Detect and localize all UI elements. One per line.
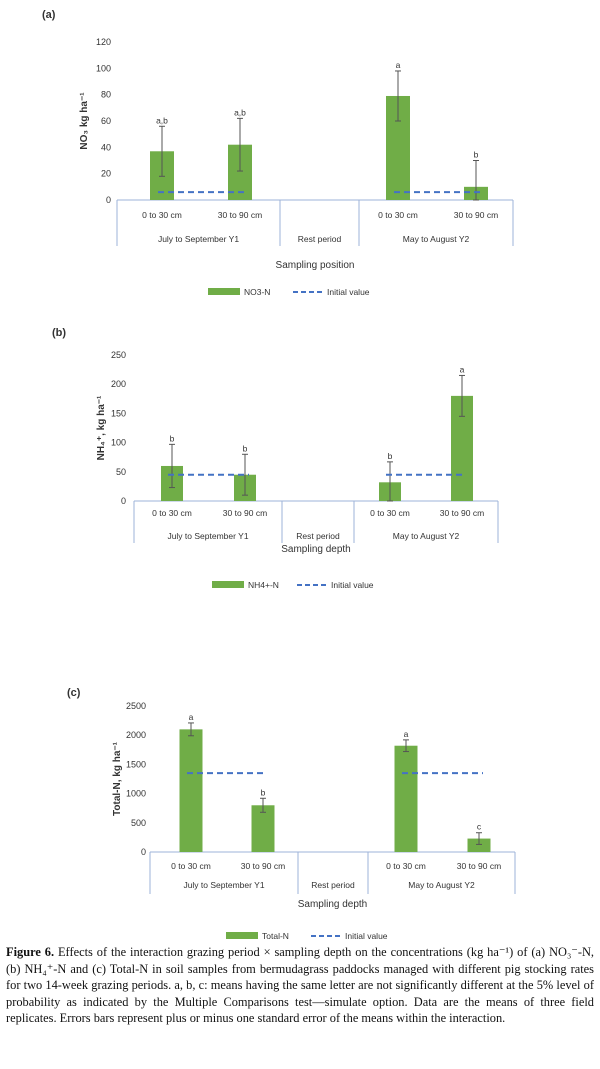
x-tick-label: 30 to 90 cm <box>218 210 262 220</box>
y-tick-label: 60 <box>101 116 111 126</box>
x-tick-label: 30 to 90 cm <box>223 508 267 518</box>
x-tick-label: 30 to 90 cm <box>440 508 484 518</box>
y-tick-label: 0 <box>121 496 126 506</box>
significance-letter: a <box>189 712 194 722</box>
chart-a: (a) 0 20 40 60 80 100 120 NO₃ kg ha⁻¹ a,b a,b a b 0 t… <box>42 9 514 297</box>
y-tick-label: 1000 <box>126 789 146 799</box>
group-label: July to September Y1 <box>183 880 264 890</box>
y-tick-label: 100 <box>96 63 111 73</box>
y-tick-label: 2000 <box>126 730 146 740</box>
panel-label: (a) <box>42 9 56 21</box>
significance-letter: a <box>396 60 401 70</box>
significance-letter: b <box>474 150 479 160</box>
group-label: July to September Y1 <box>158 234 239 244</box>
group-label: May to August Y2 <box>403 234 470 244</box>
significance-letter: a,b <box>156 115 168 125</box>
legend-label-series: NO3-N <box>244 287 270 297</box>
bar <box>179 729 203 852</box>
y-tick-label: 250 <box>111 350 126 360</box>
y-tick-label: 20 <box>101 169 111 179</box>
group-label: May to August Y2 <box>408 880 475 890</box>
y-tick-label: 0 <box>106 195 111 205</box>
group-label: July to September Y1 <box>167 531 248 541</box>
chart-c: (c) 0 500 1000 1500 2000 2500 Total-N, kg ha⁻¹ a… <box>67 687 516 940</box>
y-axis-label: Total-N, kg ha⁻¹ <box>112 741 123 816</box>
legend-label-initial: Initial value <box>327 287 370 297</box>
significance-letter: b <box>261 787 266 797</box>
caption-text: Effects of the interaction grazing perio… <box>6 945 594 1025</box>
y-tick-label: 40 <box>101 142 111 152</box>
x-axis-title: Sampling depth <box>298 899 368 910</box>
x-axis-title: Sampling position <box>276 260 355 271</box>
figure-caption: Figure 6. Effects of the interaction gra… <box>6 944 594 1027</box>
x-tick-label: 0 to 30 cm <box>378 210 418 220</box>
y-tick-label: 150 <box>111 408 126 418</box>
x-tick-label: 0 to 30 cm <box>386 861 426 871</box>
legend-label-initial: Initial value <box>345 931 388 940</box>
group-label: Rest period <box>298 234 342 244</box>
y-tick-label: 0 <box>141 847 146 857</box>
bar <box>394 745 418 852</box>
y-axis-label: NO₃ kg ha⁻¹ <box>79 92 90 150</box>
legend-swatch-bar <box>226 932 258 939</box>
significance-letter: a <box>404 729 409 739</box>
bar <box>467 838 491 852</box>
x-tick-label: 0 to 30 cm <box>152 508 192 518</box>
significance-letter: c <box>477 822 482 832</box>
group-label: Rest period <box>311 880 355 890</box>
y-tick-label: 500 <box>131 818 146 828</box>
significance-letter: b <box>170 433 175 443</box>
y-tick-label: 50 <box>116 467 126 477</box>
x-tick-label: 30 to 90 cm <box>457 861 501 871</box>
caption-label: Figure 6. <box>6 945 55 959</box>
panel-label: (c) <box>67 687 81 699</box>
y-axis-label: NH₄⁺, kg ha⁻¹ <box>96 395 107 460</box>
chart-b: (b) 0 50 100 150 200 250 NH₄⁺, kg ha⁻¹ b b b a 0 to … <box>52 327 499 590</box>
group-label: Rest period <box>296 531 340 541</box>
legend-label-series: NH4+-N <box>248 580 279 590</box>
y-tick-label: 2500 <box>126 701 146 711</box>
x-tick-label: 30 to 90 cm <box>241 861 285 871</box>
bar <box>251 805 275 852</box>
panel-label: (b) <box>52 327 66 339</box>
y-tick-label: 200 <box>111 379 126 389</box>
y-tick-label: 120 <box>96 37 111 47</box>
significance-letter: b <box>388 451 393 461</box>
y-tick-label: 1500 <box>126 759 146 769</box>
x-tick-label: 0 to 30 cm <box>142 210 182 220</box>
legend-label-series: Total-N <box>262 931 289 940</box>
group-label: May to August Y2 <box>393 531 460 541</box>
legend-swatch-bar <box>208 288 240 295</box>
significance-letter: a,b <box>234 107 246 117</box>
legend-swatch-bar <box>212 581 244 588</box>
x-tick-label: 0 to 30 cm <box>171 861 211 871</box>
x-axis-title: Sampling depth <box>281 544 351 555</box>
significance-letter: a <box>460 364 465 374</box>
significance-letter: b <box>243 443 248 453</box>
x-tick-label: 0 to 30 cm <box>370 508 410 518</box>
x-tick-label: 30 to 90 cm <box>454 210 498 220</box>
y-tick-label: 80 <box>101 90 111 100</box>
y-tick-label: 100 <box>111 438 126 448</box>
legend-label-initial: Initial value <box>331 580 374 590</box>
